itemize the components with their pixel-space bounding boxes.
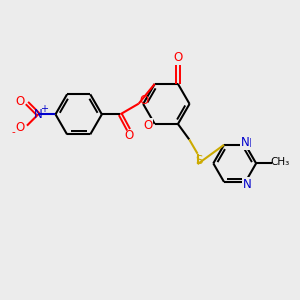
Text: CH₃: CH₃: [270, 157, 290, 167]
Text: O: O: [173, 52, 183, 64]
Text: N: N: [242, 177, 251, 190]
Text: -: -: [12, 127, 16, 137]
Text: O: O: [16, 121, 25, 134]
Text: N: N: [242, 178, 251, 191]
Text: S: S: [195, 154, 203, 167]
Text: O: O: [124, 129, 133, 142]
Text: O: O: [140, 94, 149, 107]
Text: N: N: [241, 136, 250, 149]
Text: N: N: [242, 137, 251, 150]
Text: O: O: [144, 119, 153, 132]
Text: +: +: [40, 104, 48, 114]
Text: N: N: [34, 108, 43, 121]
Text: O: O: [16, 95, 25, 108]
